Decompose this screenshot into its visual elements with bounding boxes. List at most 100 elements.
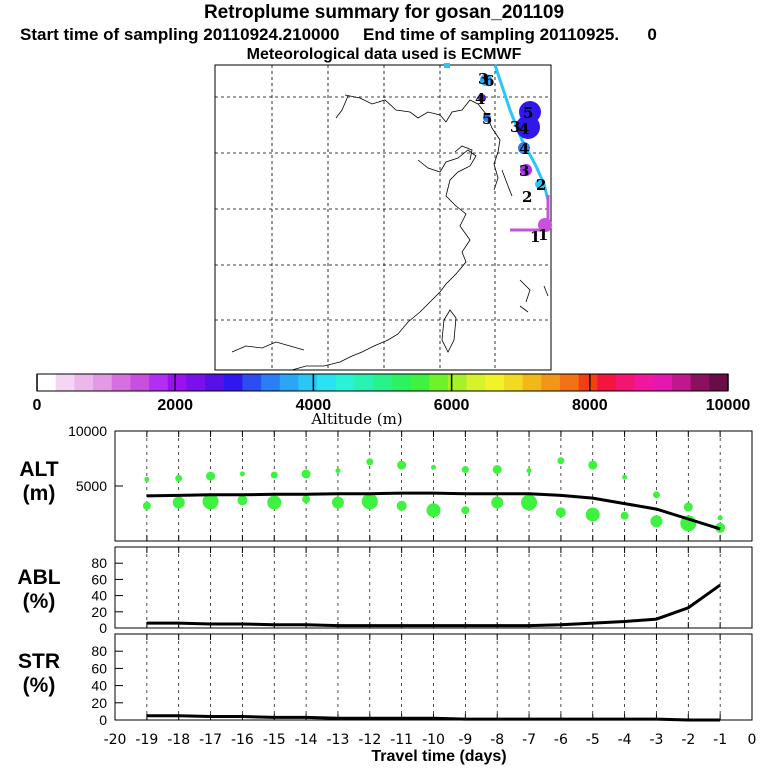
day-label: 4 [519,120,529,138]
alt-unit: (m) [22,482,56,505]
alt-lower-point [650,515,663,528]
alt-upper-point [683,502,693,512]
day-label: 2 [522,188,532,206]
x-tick-label: 0 [748,732,757,748]
str-y-tick-label: 60 [91,660,107,676]
colorbar-swatch [447,374,468,391]
colorbar-swatch [205,374,225,391]
alt-upper-point [335,468,341,474]
colorbar-swatch [167,374,187,391]
alt-panel-label: ALT (m) [4,458,74,506]
alt-upper-point [239,471,245,477]
str-y-tick-label: 40 [91,678,107,694]
abl-unit: (%) [22,590,56,613]
alt-upper-point [588,460,598,470]
x-tick-label: -19 [135,732,158,748]
colorbar-tick-label: 4000 [296,397,332,414]
day-label: 4 [475,90,485,108]
str-y-tick-label: 80 [91,643,107,659]
alt-upper-point [492,465,502,474]
map-panel: 3 6 4 5 5 3 4 4 3 2 2 1 1 [214,63,552,371]
altitude-colorbar: 0 2000 4000 6000 8000 10000 Altitude (m) [33,373,750,428]
abl-y-tick-label: 60 [91,571,107,587]
colorbar-swatch [93,374,113,391]
alt-upper-point [557,457,565,465]
alt-upper-point [175,474,183,482]
alt-lower-point [237,495,248,506]
abl-y-tick-label: 0 [99,620,107,636]
trajectory-day-labels: 3 6 4 5 5 3 4 4 3 2 2 1 1 [475,70,548,246]
alt-upper-point [652,491,660,499]
alt-lower-point [361,493,378,510]
colorbar-swatch [111,374,131,391]
str-y-tick-label: 0 [99,712,107,728]
day-label: 3 [519,162,529,180]
abl-frame [114,546,753,629]
alt-lower-point [302,495,311,504]
colorbar-swatch [690,374,710,391]
alt-upper-point [206,471,216,481]
alt-lower-point [267,495,282,510]
alt-lower-point [620,511,629,520]
x-tick-label: -18 [167,732,190,748]
map-gridlines [215,65,551,370]
alt-mean-line [146,491,721,531]
colorbar-swatch [223,374,243,391]
alt-upper-point [526,468,532,474]
day-label: 5 [482,110,492,128]
alt-upper-point [717,515,723,521]
alt-lower-point [202,493,219,510]
abl-panel-label: ABL (%) [4,566,74,614]
chart-title: Retroplume summary for gosan_201109 [203,2,565,23]
abl-mean-line [146,583,722,628]
x-tick-label: -5 [586,732,600,748]
colorbar-swatch [671,374,692,391]
colorbar-swatch [354,374,374,391]
colorbar-swatch [335,374,355,391]
day-label: 6 [484,72,494,90]
colorbar-swatch [709,374,729,391]
colorbar-swatch [373,374,393,391]
day-label: 5 [523,104,533,122]
colorbar-swatch [317,374,337,391]
day-label: 2 [536,176,546,194]
colorbar-tick-label: 2000 [157,397,193,414]
colorbar-swatch [261,374,281,391]
abl-y-tick-label: 80 [91,555,107,571]
start-time-label: Start time of sampling 20110924.210000 [20,25,340,44]
alt-upper-point [622,474,628,480]
alt-upper-point [397,460,407,470]
x-tick-label: -16 [231,732,254,748]
alt-upper-point [366,458,374,466]
end-time-suffix: 0 [647,25,657,44]
end-time-label: End time of sampling 20110925. [363,25,620,44]
colorbar-swatch [615,374,636,391]
colorbar-swatch [597,374,617,391]
plume-markers [444,63,552,232]
colorbar-swatch [130,374,150,391]
colorbar-tick-label: 0 [33,397,42,414]
colorbar-swatch [279,374,299,391]
x-tick-label: -12 [358,732,381,748]
alt-lower-point [426,503,441,518]
x-tick-label: -14 [295,732,318,748]
alt-upper-point [270,471,278,479]
colorbar-swatch [466,374,486,391]
alt-y-tick-label: 5000 [76,478,107,494]
x-tick-label: -15 [263,732,286,748]
str-unit: (%) [22,674,56,697]
day-label: 3 [478,70,488,88]
str-panel-label: STR (%) [4,650,74,698]
alt-upper-point [461,466,469,473]
x-tick-label: -17 [199,732,222,748]
colorbar-swatch [298,374,318,391]
alt-lower-point [142,501,151,510]
x-tick-label: -9 [458,732,472,748]
alt-y-tick-label: 10000 [68,423,107,439]
alt-lower-point [461,506,470,515]
colorbar-swatch [503,374,524,391]
x-tick-label: -20 [104,732,127,748]
colorbar-swatch [522,374,542,391]
